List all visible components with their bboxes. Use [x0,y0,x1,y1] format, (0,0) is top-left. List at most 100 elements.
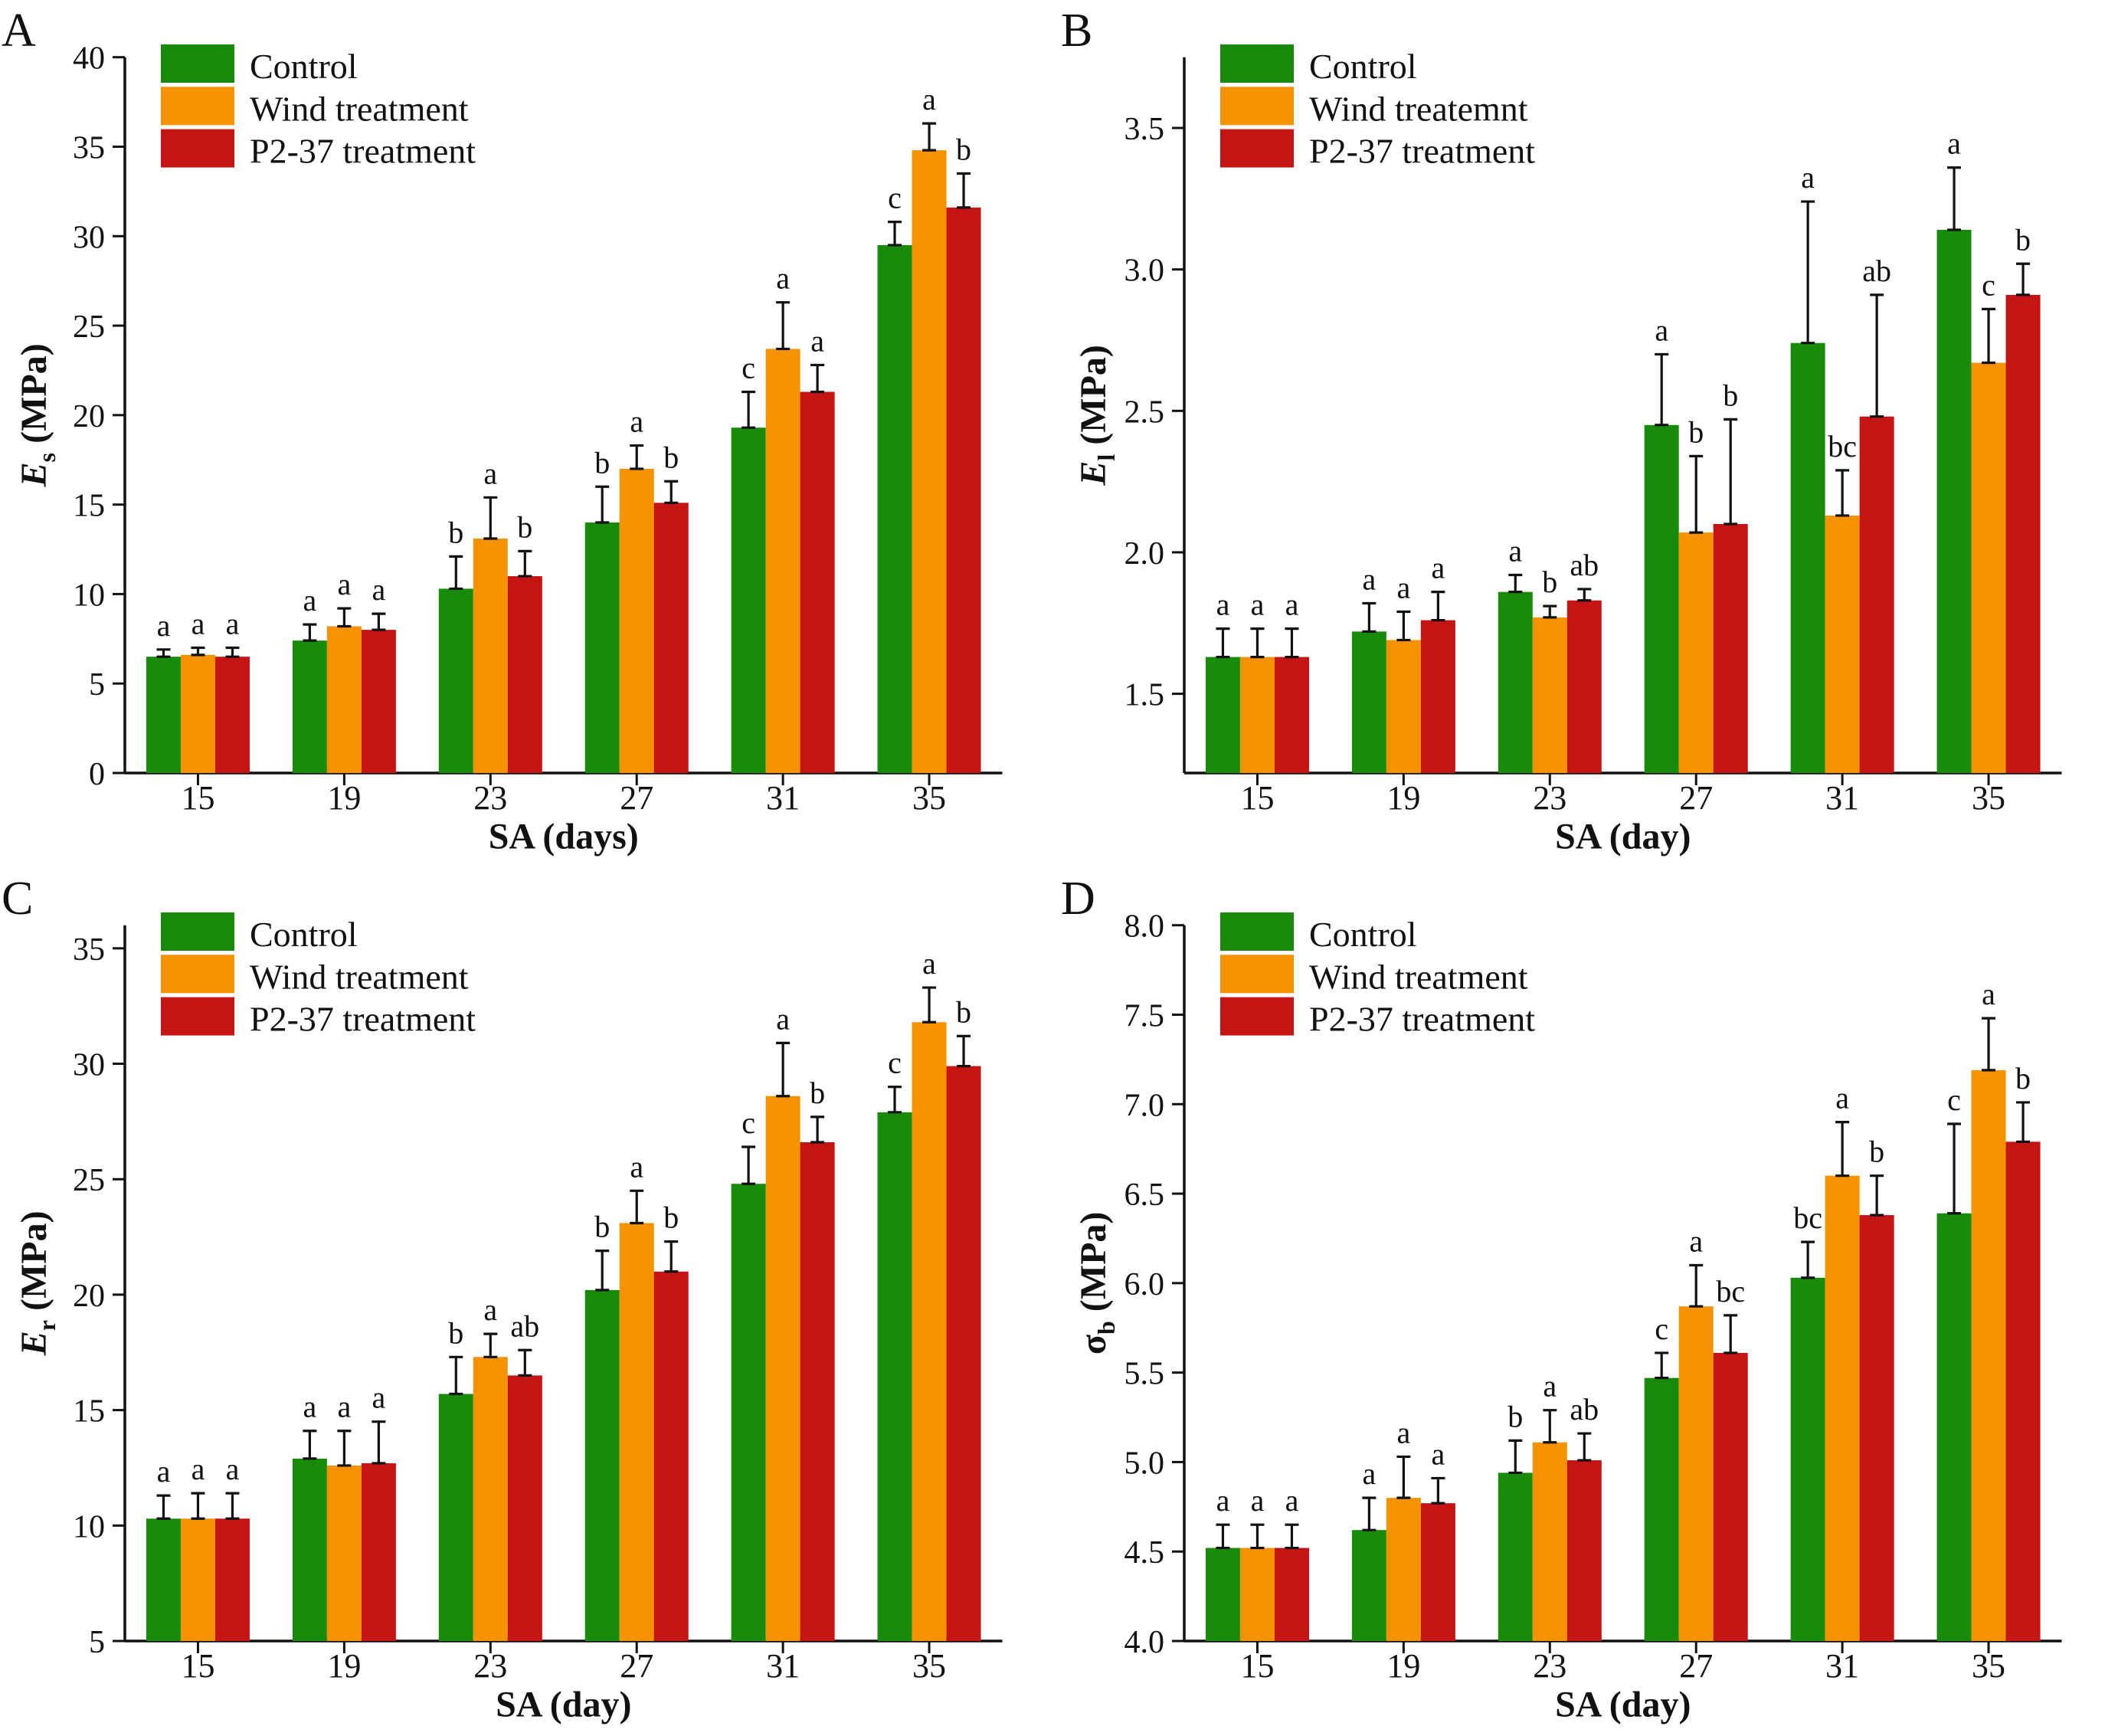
svg-text:a: a [1216,1483,1230,1518]
svg-text:b: b [2015,1061,2031,1096]
svg-text:a: a [1982,977,1995,1011]
svg-text:b: b [956,994,971,1029]
svg-text:a: a [1431,1436,1445,1471]
svg-text:a: a [372,1381,385,1415]
svg-text:6.5: 6.5 [1124,1178,1165,1213]
svg-text:a: a [226,607,240,641]
svg-text:c: c [1982,267,1995,302]
svg-text:b: b [594,445,610,480]
svg-text:7.5: 7.5 [1124,998,1165,1033]
svg-text:a: a [1543,1369,1557,1404]
svg-text:4.0: 4.0 [1124,1625,1165,1660]
svg-text:4.5: 4.5 [1124,1535,1165,1571]
svg-text:SA (day): SA (day) [496,1685,631,1725]
svg-text:Wind treatment: Wind treatment [250,957,469,996]
svg-text:35: 35 [73,932,105,968]
svg-text:c: c [1947,1083,1961,1117]
svg-text:a: a [483,1292,497,1327]
svg-text:Wind treatemnt: Wind treatemnt [1309,89,1528,128]
svg-text:Control: Control [250,47,358,86]
svg-text:b: b [1869,1135,1884,1169]
svg-text:a: a [922,946,936,981]
svg-text:a: a [1835,1081,1849,1115]
svg-text:a: a [776,1001,790,1036]
svg-text:23: 23 [473,779,507,817]
svg-text:c: c [1655,1312,1668,1346]
svg-text:a: a [630,1149,643,1184]
svg-text:31: 31 [766,779,800,817]
svg-text:a: a [303,583,316,617]
svg-text:30: 30 [73,220,105,255]
svg-text:35: 35 [912,1647,946,1685]
svg-text:8.0: 8.0 [1124,909,1165,945]
svg-text:35: 35 [912,779,946,817]
svg-text:20: 20 [73,399,105,434]
svg-text:ab: ab [510,1309,539,1343]
svg-text:2.0: 2.0 [1124,536,1165,572]
svg-text:a: a [1801,160,1815,195]
svg-text:ab: ab [1570,1392,1599,1426]
svg-text:23: 23 [1533,779,1566,817]
svg-text:b: b [663,440,679,474]
svg-text:27: 27 [1679,1647,1713,1685]
svg-text:Control: Control [1309,915,1417,954]
svg-text:3.0: 3.0 [1124,254,1165,289]
svg-text:19: 19 [327,779,361,817]
svg-text:A: A [2,5,36,57]
svg-text:a: a [1285,588,1299,622]
svg-text:a: a [1251,1483,1265,1518]
svg-text:a: a [1362,562,1376,596]
svg-text:P2-37 treatment: P2-37 treatment [250,1000,476,1039]
svg-text:P2-37 treatment: P2-37 treatment [1309,1000,1535,1039]
svg-text:Control: Control [1309,47,1417,86]
svg-text:a: a [1362,1456,1376,1491]
svg-text:b: b [517,509,532,544]
svg-text:SA (day): SA (day) [1555,1685,1691,1725]
svg-text:2.5: 2.5 [1124,395,1165,430]
svg-text:10: 10 [73,578,105,613]
svg-text:35: 35 [1972,1647,2005,1685]
svg-text:35: 35 [1972,779,2005,817]
svg-text:a: a [1689,1223,1703,1258]
svg-text:a: a [810,323,824,358]
svg-text:b: b [1507,1399,1523,1433]
svg-text:Wind treatment: Wind treatment [1309,957,1528,996]
svg-text:P2-37 treatment: P2-37 treatment [250,132,476,171]
svg-text:20: 20 [73,1279,105,1314]
svg-text:5: 5 [89,1625,105,1660]
svg-text:30: 30 [73,1048,105,1083]
svg-text:a: a [337,567,351,601]
svg-text:b: b [2015,222,2031,257]
svg-text:15: 15 [1240,779,1274,817]
svg-text:c: c [888,181,902,215]
svg-text:a: a [1251,588,1265,622]
svg-text:5: 5 [89,667,105,703]
svg-text:a: a [157,1454,171,1489]
svg-text:b: b [1723,378,1738,412]
svg-text:bc: bc [1793,1200,1822,1235]
svg-text:a: a [303,1390,316,1424]
svg-text:b: b [1688,414,1704,449]
svg-text:25: 25 [73,310,105,345]
svg-text:ab: ab [1570,548,1599,582]
svg-text:c: c [888,1046,902,1080]
svg-text:7.0: 7.0 [1124,1088,1165,1123]
svg-text:ab: ab [1862,254,1891,288]
svg-text:c: c [741,350,755,385]
svg-text:15: 15 [73,489,105,524]
svg-text:a: a [192,607,205,641]
svg-text:a: a [372,572,385,607]
svg-text:19: 19 [1386,1647,1420,1685]
svg-text:D: D [1061,873,1095,925]
svg-text:25: 25 [73,1163,105,1198]
svg-text:a: a [192,1452,205,1486]
svg-text:1.5: 1.5 [1124,678,1165,713]
svg-text:a: a [922,82,936,116]
svg-text:0: 0 [89,757,105,792]
svg-text:15: 15 [1240,1647,1274,1685]
svg-text:6.0: 6.0 [1124,1267,1165,1302]
svg-text:15: 15 [181,1647,214,1685]
svg-text:27: 27 [1679,779,1713,817]
svg-text:a: a [226,1452,240,1486]
svg-text:b: b [594,1210,610,1244]
